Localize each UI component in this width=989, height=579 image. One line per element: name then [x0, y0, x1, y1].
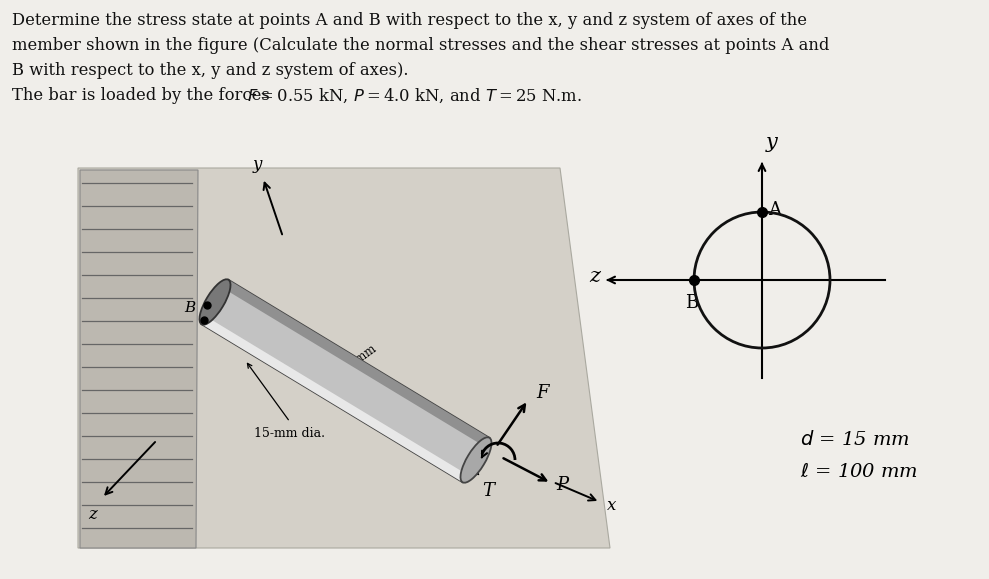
Text: $F$ = 0.55 kN, $P$ = 4.0 kN, and $T$ = 25 N.m.: $F$ = 0.55 kN, $P$ = 4.0 kN, and $T$ = 2… — [247, 87, 583, 105]
Ellipse shape — [200, 279, 230, 325]
Text: F: F — [536, 384, 549, 402]
Text: P: P — [556, 476, 568, 494]
Text: y: y — [766, 133, 777, 152]
Text: A: A — [768, 201, 781, 219]
Text: B with respect to the x, y and z system of axes).: B with respect to the x, y and z system … — [12, 62, 408, 79]
Ellipse shape — [461, 437, 492, 483]
Text: A: A — [210, 299, 221, 313]
Polygon shape — [202, 317, 467, 482]
Text: The bar is loaded by the forces: The bar is loaded by the forces — [12, 87, 275, 104]
Text: $d$ = 15 mm: $d$ = 15 mm — [800, 430, 910, 449]
Text: y: y — [252, 156, 262, 173]
Text: z: z — [89, 506, 97, 523]
Text: $\ell$ = 100 mm: $\ell$ = 100 mm — [800, 462, 918, 481]
Polygon shape — [78, 168, 610, 548]
Text: Determine the stress state at points A and B with respect to the x, y and z syst: Determine the stress state at points A a… — [12, 12, 807, 29]
Polygon shape — [80, 170, 198, 548]
Text: x: x — [607, 497, 616, 514]
Polygon shape — [224, 280, 490, 446]
Text: B: B — [184, 301, 195, 315]
Text: z: z — [589, 266, 600, 285]
Text: B: B — [685, 294, 698, 312]
Text: T: T — [482, 482, 494, 500]
Polygon shape — [202, 280, 490, 482]
Text: 15-mm dia.: 15-mm dia. — [254, 427, 325, 440]
Text: member shown in the figure (Calculate the normal stresses and the shear stresses: member shown in the figure (Calculate th… — [12, 37, 830, 54]
Text: 100 mm: 100 mm — [332, 342, 380, 381]
